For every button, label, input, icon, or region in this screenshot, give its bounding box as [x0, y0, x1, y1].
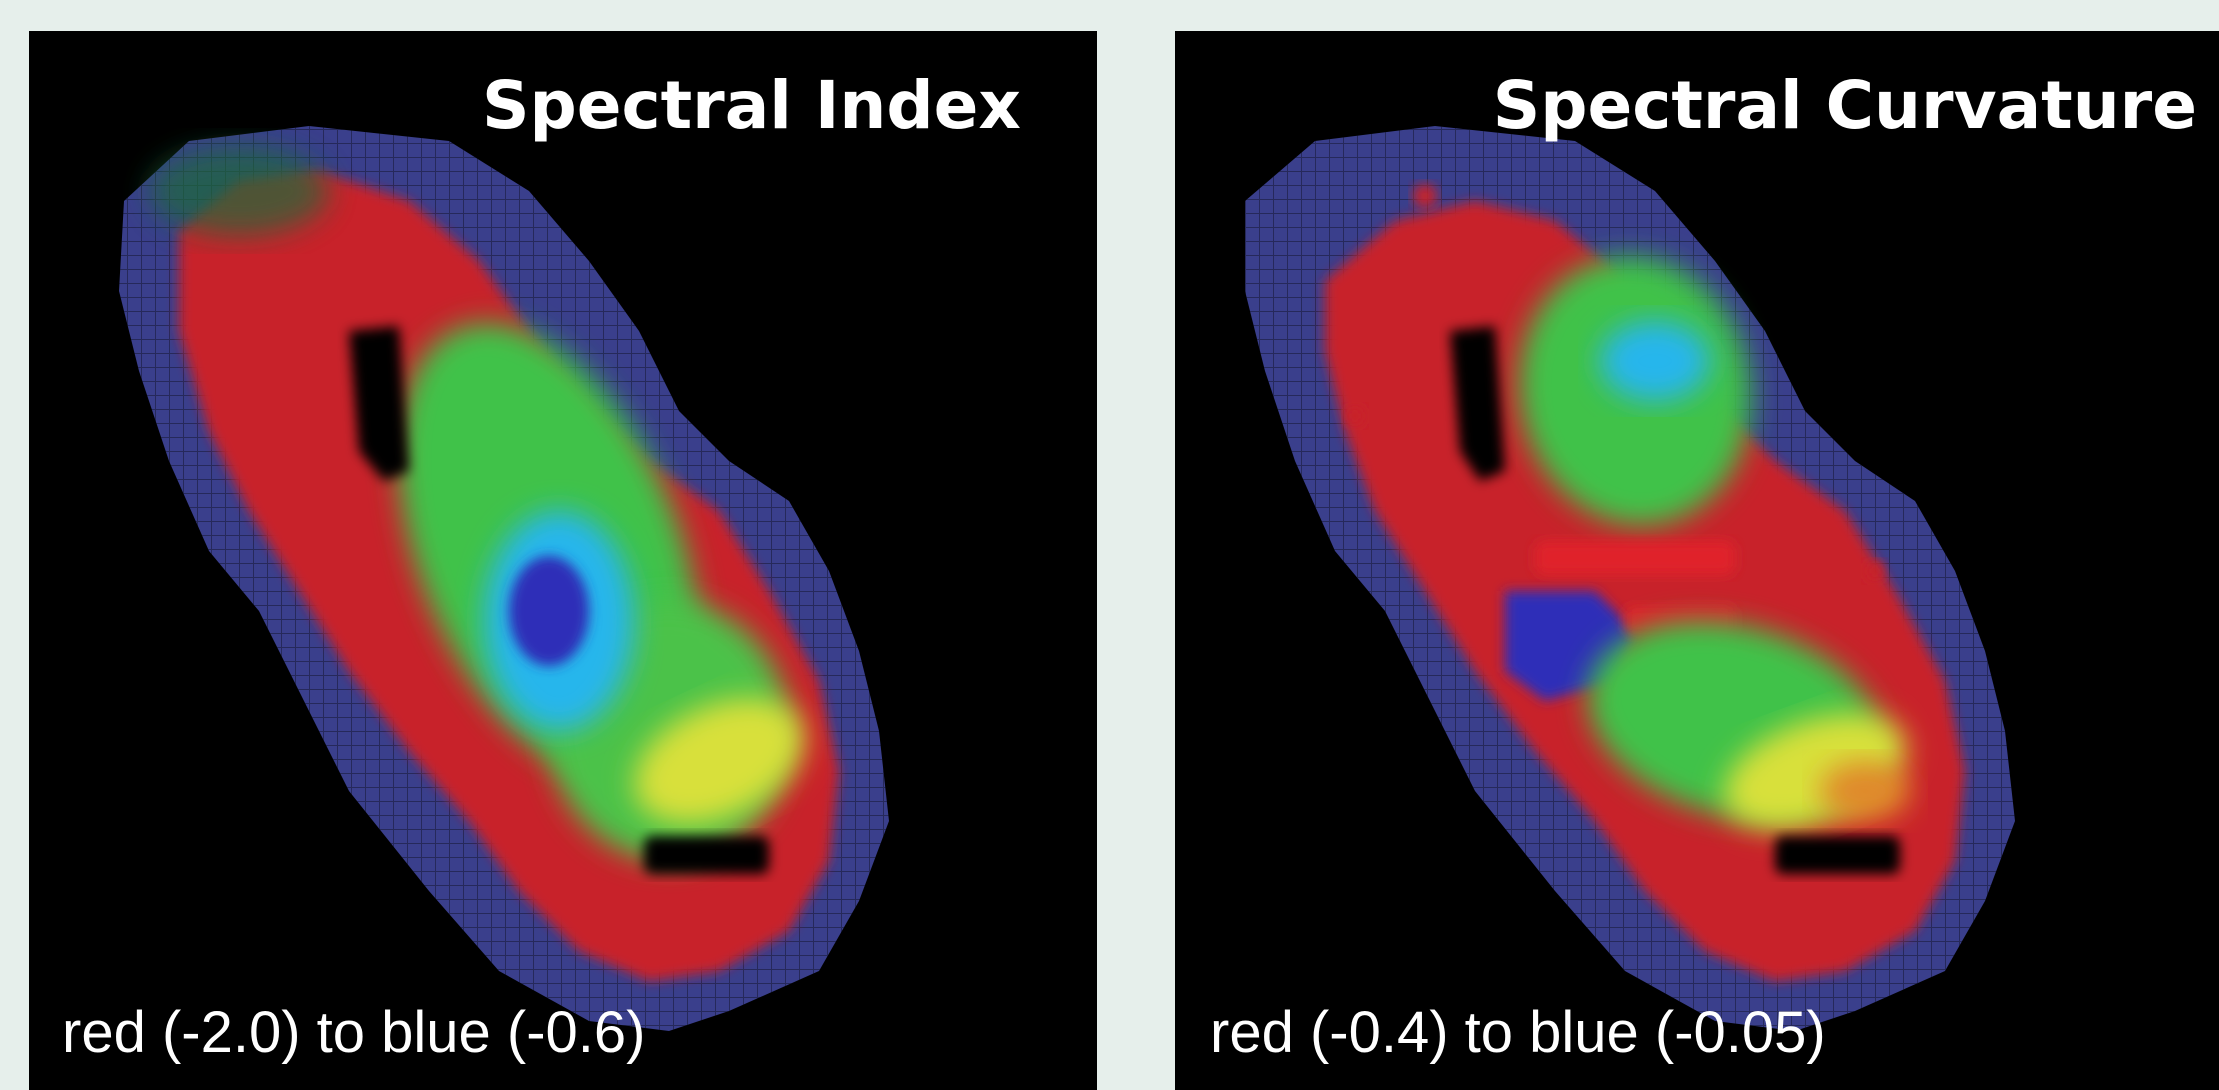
panel-title: Spectral Index — [481, 67, 1021, 144]
yellow-region — [634, 698, 804, 824]
spectral-curvature-map — [1245, 126, 2015, 1031]
panel-title: Spectral Curvature — [1492, 67, 2197, 144]
cyan-region — [1600, 321, 1710, 401]
dark-slot — [644, 836, 769, 874]
spectral-index-map — [119, 126, 889, 1031]
color-scale-caption: red (-0.4) to blue (-0.05) — [1210, 1000, 1826, 1065]
dark-notch — [349, 326, 409, 481]
blue-region — [509, 556, 589, 666]
spectral-index-panel: Spectral Index red (-2.0) to blue (-0.6) — [29, 31, 1097, 1090]
dark-slot — [1775, 836, 1900, 874]
red-band — [1535, 541, 1735, 575]
dark-notch — [1450, 326, 1505, 481]
color-scale-caption: red (-2.0) to blue (-0.6) — [62, 1000, 646, 1065]
spectral-curvature-panel: Spectral Curvature red (-0.4) to blue (-… — [1175, 31, 2219, 1090]
